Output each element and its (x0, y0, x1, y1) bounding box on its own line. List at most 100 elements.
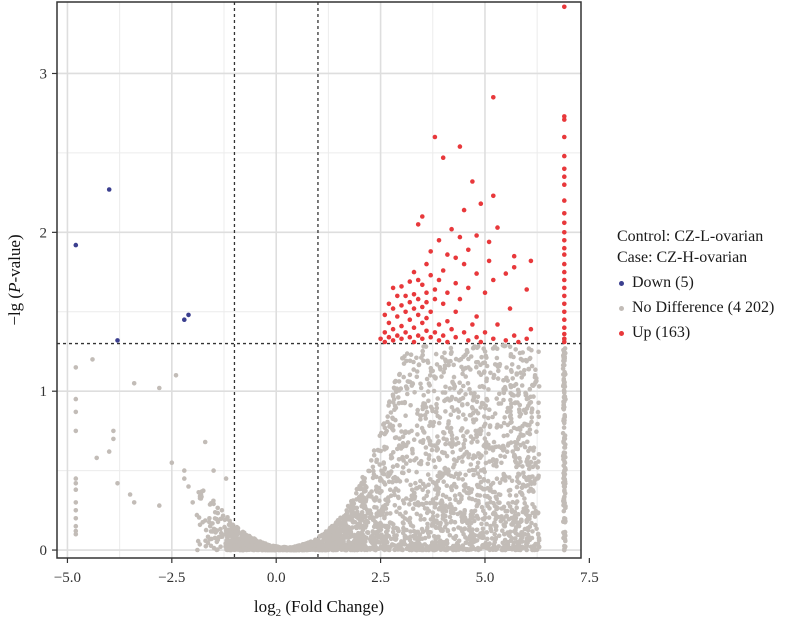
point-no-difference (508, 416, 514, 421)
point-no-difference (73, 428, 79, 434)
point-no-difference (392, 492, 397, 498)
point-no-difference (397, 511, 403, 517)
point-no-difference (502, 415, 508, 420)
point-no-difference (448, 351, 454, 357)
point-no-difference (324, 537, 329, 543)
point-no-difference (370, 464, 376, 470)
point-no-difference (424, 500, 429, 506)
point-no-difference (446, 421, 451, 427)
point-no-difference (469, 440, 474, 445)
point-no-difference (524, 538, 529, 543)
point-no-difference (73, 365, 79, 370)
point-no-difference (494, 476, 500, 482)
point-no-difference (526, 454, 531, 460)
point-no-difference (521, 372, 527, 377)
legend-item-up: Up (163) (617, 325, 774, 341)
point-no-difference (506, 488, 512, 493)
point-no-difference (401, 528, 406, 533)
point-no-difference (223, 544, 228, 549)
point-up (428, 249, 434, 254)
point-up (378, 336, 383, 342)
point-no-difference (458, 526, 464, 531)
point-no-difference (451, 408, 457, 414)
point-no-difference (470, 345, 476, 351)
point-no-difference (534, 542, 540, 547)
point-no-difference (427, 442, 433, 447)
point-up (440, 155, 446, 160)
point-no-difference (527, 427, 533, 432)
point-no-difference (449, 518, 454, 524)
point-no-difference (501, 389, 507, 394)
point-no-difference (393, 536, 399, 542)
point-no-difference (371, 452, 377, 458)
point-up (482, 290, 488, 296)
point-no-difference (514, 464, 519, 470)
point-no-difference (344, 534, 349, 540)
point-no-difference (401, 470, 406, 476)
point-no-difference (474, 527, 480, 533)
point-up (453, 280, 459, 286)
x-tick-label: 2.5 (371, 570, 390, 586)
point-no-difference (460, 371, 465, 377)
point-no-difference (420, 487, 426, 493)
point-up (390, 338, 396, 343)
point-no-difference (492, 531, 498, 537)
point-no-difference (465, 547, 470, 552)
point-no-difference (435, 440, 441, 446)
point-up (503, 271, 509, 276)
point-no-difference (202, 439, 208, 445)
point-no-difference (359, 531, 364, 536)
point-no-difference (443, 494, 449, 500)
point-no-difference (519, 485, 525, 491)
point-up (445, 319, 450, 324)
point-no-difference (451, 457, 457, 462)
point-no-difference (340, 540, 345, 545)
point-up (411, 339, 417, 345)
point-up (432, 287, 438, 292)
point-no-difference (431, 458, 437, 463)
point-no-difference (371, 448, 377, 453)
point-up (390, 306, 396, 311)
point-no-difference (508, 397, 513, 403)
point-no-difference (393, 389, 399, 395)
point-no-difference (513, 493, 519, 498)
point-no-difference (504, 449, 510, 455)
point-no-difference (370, 532, 376, 538)
point-up (474, 334, 479, 340)
point-no-difference (442, 390, 448, 395)
point-up (453, 334, 459, 340)
point-no-difference (461, 532, 466, 537)
point-up (474, 233, 479, 238)
point-no-difference (435, 396, 441, 401)
point-no-difference (346, 504, 352, 510)
point-no-difference (387, 422, 393, 427)
point-up (562, 211, 567, 216)
point-no-difference (280, 547, 285, 553)
point-no-difference (492, 411, 498, 416)
point-no-difference (562, 531, 567, 537)
point-no-difference (348, 541, 353, 546)
point-no-difference (397, 479, 403, 484)
x-axis-title: log2 (Fold Change) (254, 597, 384, 619)
point-no-difference (443, 409, 448, 414)
point-no-difference (325, 544, 331, 549)
point-no-difference (212, 510, 218, 515)
point-no-difference (388, 511, 393, 516)
point-no-difference (511, 519, 517, 525)
point-no-difference (487, 546, 493, 552)
point-no-difference (364, 485, 369, 490)
point-no-difference (420, 529, 426, 535)
point-no-difference (497, 500, 502, 506)
point-no-difference (474, 513, 480, 519)
point-up (495, 225, 500, 230)
point-no-difference (397, 436, 402, 442)
legend-control-label: Control: CZ-L-ovarian (617, 228, 764, 245)
point-up (407, 299, 413, 305)
point-up (562, 220, 567, 226)
point-no-difference (485, 479, 491, 484)
point-no-difference (448, 502, 453, 507)
point-no-difference (203, 527, 209, 533)
point-no-difference (501, 433, 507, 439)
point-no-difference (230, 522, 236, 528)
